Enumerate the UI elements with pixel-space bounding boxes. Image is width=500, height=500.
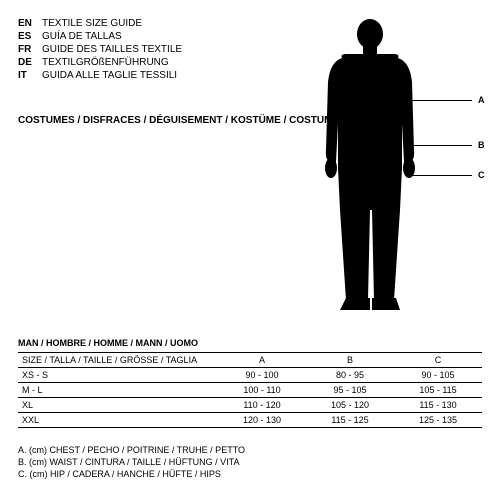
indicator-line: [410, 175, 472, 176]
cell-value: 100 - 110: [218, 383, 306, 398]
legend-line: B. (cm) WAIST / CINTURA / TAILLE / HÜFTU…: [18, 457, 245, 467]
table-row: M - L100 - 11095 - 105105 - 115: [18, 383, 482, 398]
cell-value: 105 - 120: [306, 398, 394, 413]
language-code: IT: [18, 70, 42, 81]
cell-value: 95 - 105: [306, 383, 394, 398]
language-text: GUIDE DES TAILLES TEXTILE: [42, 44, 182, 55]
cell-size: XS - S: [18, 368, 218, 383]
cell-value: 90 - 100: [218, 368, 306, 383]
measurement-indicator: C: [410, 170, 485, 180]
language-list: ENTEXTILE SIZE GUIDEESGUÍA DE TALLASFRGU…: [18, 18, 182, 83]
language-row: ITGUIDA ALLE TAGLIE TESSILI: [18, 70, 182, 81]
cell-value: 115 - 125: [306, 413, 394, 428]
cell-value: 110 - 120: [218, 398, 306, 413]
cell-value: 105 - 115: [394, 383, 482, 398]
size-table: SIZE / TALLA / TAILLE / GRÖSSE / TAGLIA …: [18, 352, 482, 428]
cell-size: XL: [18, 398, 218, 413]
indicator-label: B: [478, 140, 485, 150]
language-code: DE: [18, 57, 42, 68]
language-text: GUÍA DE TALLAS: [42, 31, 122, 42]
legend-line: C. (cm) HIP / CADERA / HANCHE / HÜFTE / …: [18, 469, 245, 479]
table-row: XXL120 - 130115 - 125125 - 135: [18, 413, 482, 428]
cell-value: 90 - 105: [394, 368, 482, 383]
language-row: DETEXTILGRÖßENFÜHRUNG: [18, 57, 182, 68]
language-code: EN: [18, 18, 42, 29]
measurement-legend: A. (cm) CHEST / PECHO / POITRINE / TRUHE…: [18, 445, 245, 481]
col-header-b: B: [306, 353, 394, 368]
cell-value: 80 - 95: [306, 368, 394, 383]
legend-line: A. (cm) CHEST / PECHO / POITRINE / TRUHE…: [18, 445, 245, 455]
col-header-size: SIZE / TALLA / TAILLE / GRÖSSE / TAGLIA: [18, 353, 218, 368]
col-header-c: C: [394, 353, 482, 368]
cell-value: 115 - 130: [394, 398, 482, 413]
table-row: XL110 - 120105 - 120115 - 130: [18, 398, 482, 413]
indicator-line: [410, 145, 472, 146]
col-header-a: A: [218, 353, 306, 368]
indicator-label: A: [478, 95, 485, 105]
language-text: TEXTILE SIZE GUIDE: [42, 18, 142, 29]
language-text: GUIDA ALLE TAGLIE TESSILI: [42, 70, 177, 81]
cell-value: 125 - 135: [394, 413, 482, 428]
language-row: FRGUIDE DES TAILLES TEXTILE: [18, 44, 182, 55]
language-row: ENTEXTILE SIZE GUIDE: [18, 18, 182, 29]
language-row: ESGUÍA DE TALLAS: [18, 31, 182, 42]
cell-size: M - L: [18, 383, 218, 398]
language-code: FR: [18, 44, 42, 55]
cell-value: 120 - 130: [218, 413, 306, 428]
measurement-indicator: A: [410, 95, 485, 105]
table-row: XS - S90 - 10080 - 9590 - 105: [18, 368, 482, 383]
indicator-line: [410, 100, 472, 101]
language-code: ES: [18, 31, 42, 42]
language-text: TEXTILGRÖßENFÜHRUNG: [42, 57, 169, 68]
measurement-indicator: B: [410, 140, 485, 150]
table-header: MAN / HOMBRE / HOMME / MANN / UOMO: [18, 338, 198, 348]
indicator-label: C: [478, 170, 485, 180]
costumes-heading: COSTUMES / DISFRACES / DÉGUISEMENT / KOS…: [18, 115, 335, 126]
silhouette-figure: A B C: [300, 10, 490, 315]
cell-size: XXL: [18, 413, 218, 428]
